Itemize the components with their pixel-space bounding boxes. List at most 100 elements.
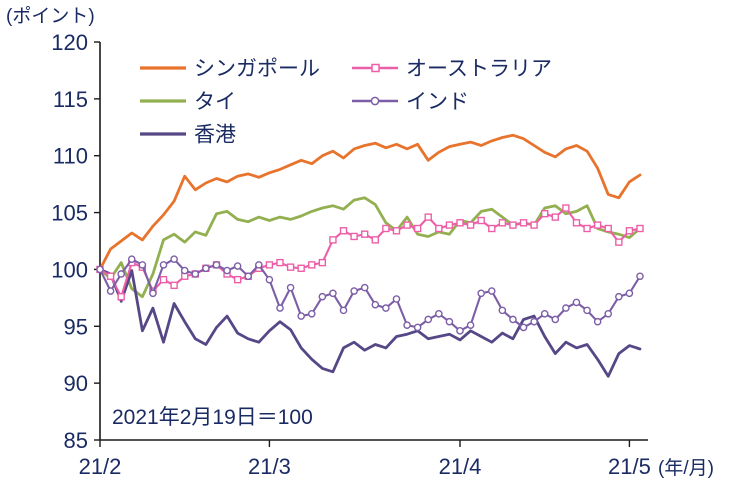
x-tick-label: 21/2 xyxy=(79,454,122,479)
marker-circle-india xyxy=(477,289,485,298)
legend-label-australia: オーストラリア xyxy=(406,58,552,81)
x-tick-label: 21/3 xyxy=(248,454,291,479)
marker-square-australia xyxy=(498,219,507,227)
marker-circle-india xyxy=(96,265,104,274)
marker-circle-india xyxy=(286,283,295,292)
marker-square-australia xyxy=(572,219,581,227)
marker-square-australia xyxy=(318,258,327,267)
y-tick-label: 90 xyxy=(64,371,88,396)
marker-square-australia xyxy=(636,224,644,233)
marker-circle-india xyxy=(255,261,263,269)
marker-circle-india xyxy=(498,306,507,315)
marker-circle-india xyxy=(138,261,147,269)
marker-circle-india xyxy=(307,309,316,318)
marker-square-australia xyxy=(445,221,454,229)
marker-circle-india xyxy=(636,272,644,281)
marker-square-australia xyxy=(371,236,379,244)
marker-circle-india xyxy=(445,317,454,326)
y-tick-label: 85 xyxy=(64,428,88,453)
y-tick-label: 120 xyxy=(51,30,88,55)
y-tick-label: 95 xyxy=(64,314,88,339)
marker-circle-india xyxy=(371,300,380,309)
marker-circle-india xyxy=(593,317,602,326)
marker-square-australia xyxy=(286,263,295,271)
marker-square-australia xyxy=(604,224,612,233)
marker-circle-india xyxy=(604,309,613,318)
series-singapore xyxy=(98,133,642,271)
marker-circle-india xyxy=(509,315,517,324)
marker-square-australia xyxy=(456,219,464,227)
marker-square-australia xyxy=(413,224,422,233)
marker-circle-india xyxy=(403,321,411,329)
legend-label-thailand: タイ xyxy=(194,91,236,114)
marker-square-australia xyxy=(233,275,242,284)
marker-circle-india xyxy=(339,306,348,315)
series-line-thailand xyxy=(98,196,642,299)
legend-label-india: インド xyxy=(406,91,469,114)
marker-circle-india xyxy=(233,262,242,270)
marker-circle-india xyxy=(276,304,284,312)
marker-square-australia xyxy=(339,227,348,235)
marker-square-australia xyxy=(329,236,337,244)
marker-circle-india xyxy=(551,315,560,324)
marker-square-australia xyxy=(625,227,634,235)
marker-circle-india xyxy=(244,272,253,281)
marker-square-australia xyxy=(615,238,623,246)
marker-circle-india xyxy=(350,287,358,295)
marker-square-australia xyxy=(530,221,538,229)
marker-circle-india xyxy=(191,270,200,278)
marker-square-australia xyxy=(551,213,559,221)
marker-square-australia xyxy=(392,227,401,235)
series-line-australia xyxy=(98,206,642,298)
marker-square-australia xyxy=(297,264,305,272)
marker-square-australia xyxy=(159,275,168,284)
marker-square-australia xyxy=(435,224,443,233)
marker-square-australia xyxy=(170,281,178,290)
marker-circle-india xyxy=(615,292,623,301)
y-tick-label: 100 xyxy=(51,257,88,282)
marker-square-australia xyxy=(350,232,358,241)
marker-square-australia xyxy=(361,230,369,238)
marker-square-australia xyxy=(117,293,125,301)
marker-circle-india xyxy=(360,283,369,292)
marker-circle-india xyxy=(265,275,274,284)
marker-circle-india xyxy=(106,287,115,295)
marker-circle-india xyxy=(435,309,443,318)
marker-circle-india xyxy=(519,323,528,332)
marker-circle-india xyxy=(562,304,570,312)
marker-circle-india xyxy=(202,264,210,273)
series-line-hongkong xyxy=(98,267,642,378)
marker-circle-india xyxy=(392,295,401,303)
marker-square-australia xyxy=(519,219,528,227)
marker-circle-india xyxy=(329,289,337,298)
marker-square-australia xyxy=(403,221,411,229)
marker-circle-india xyxy=(583,306,591,315)
marker-square-australia xyxy=(583,224,591,233)
marker-circle-india xyxy=(170,255,178,263)
marker-circle-india xyxy=(117,270,125,278)
legend-marker-square-australia xyxy=(371,63,380,73)
marker-circle-india xyxy=(297,312,305,320)
marker-circle-india xyxy=(318,292,327,301)
marker-square-australia xyxy=(424,213,432,221)
marker-square-australia xyxy=(477,216,485,225)
marker-circle-india xyxy=(424,315,433,324)
marker-circle-india xyxy=(572,298,581,307)
series-australia xyxy=(96,204,644,301)
series-india xyxy=(96,255,644,335)
marker-circle-india xyxy=(625,289,634,298)
marker-circle-india xyxy=(159,261,168,269)
marker-circle-india xyxy=(413,323,422,332)
marker-circle-india xyxy=(212,261,221,269)
series-line-india xyxy=(98,258,642,332)
marker-circle-india xyxy=(382,304,390,312)
marker-circle-india xyxy=(540,309,549,318)
legend-label-singapore: シンガポール xyxy=(194,58,320,81)
series-hongkong xyxy=(98,267,642,378)
y-tick-label: 105 xyxy=(51,201,88,226)
x-tick-label: 21/4 xyxy=(439,454,482,479)
marker-circle-india xyxy=(466,321,475,329)
x-axis-unit-label: (年/月) xyxy=(658,457,714,479)
